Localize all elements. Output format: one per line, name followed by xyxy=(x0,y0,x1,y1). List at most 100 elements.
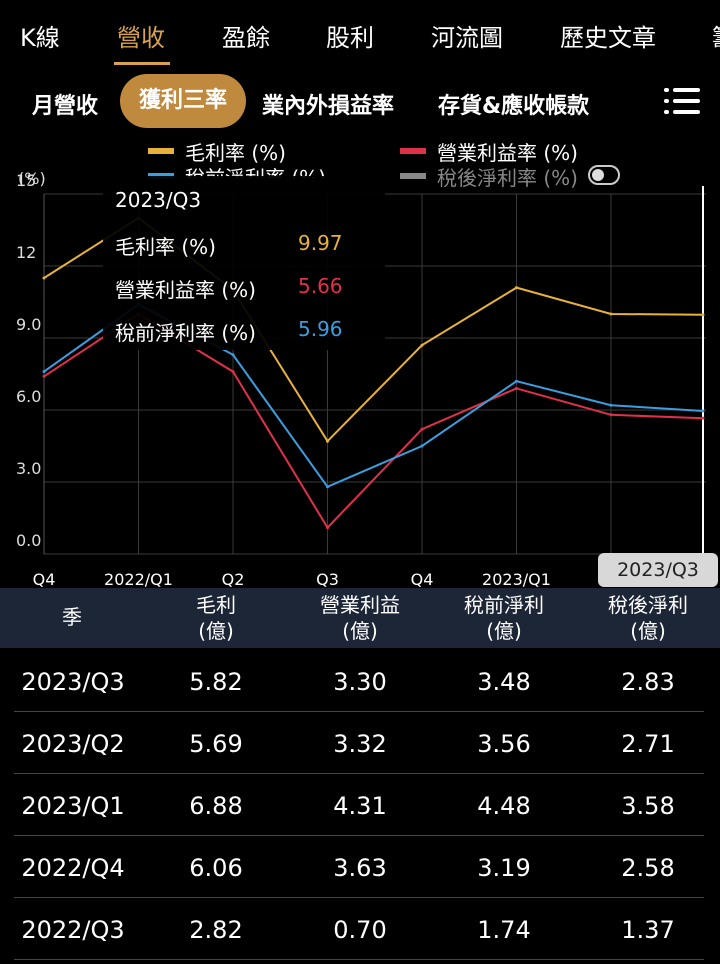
aftertax-toggle[interactable] xyxy=(588,165,620,185)
cell-quarter: 2022/Q4 xyxy=(21,854,125,882)
data-point xyxy=(231,370,235,374)
data-point xyxy=(701,409,705,413)
cell-pretax-income: 4.48 xyxy=(477,792,531,820)
header-net-income: 稅後淨利 (億) xyxy=(588,592,708,644)
tooltip-value-gross: 9.97 xyxy=(298,231,343,255)
y-tick-label: 6.0 xyxy=(16,387,41,406)
data-point xyxy=(701,313,705,317)
active-tab-indicator xyxy=(114,62,170,65)
data-point xyxy=(42,374,46,378)
cell-net-income: 3.58 xyxy=(621,792,675,820)
top-tab-bar: K線 營收 盈餘 股利 河流圖 歷史文章 籌 xyxy=(0,0,720,66)
header-net-income-unit: (億) xyxy=(630,619,666,643)
cell-quarter: 2023/Q2 xyxy=(21,730,125,758)
data-point xyxy=(515,386,518,390)
cell-net-income: 1.37 xyxy=(621,916,675,944)
legend-pretax-margin[interactable]: 稅前淨利率 (%) xyxy=(185,166,326,178)
table-header: 季 毛利 (億) 營業利益 (億) 稅前淨利 (億) 稅後淨利 (億) xyxy=(0,588,720,648)
tab-kline[interactable]: K線 xyxy=(20,24,60,52)
tooltip-label-pretax: 稅前淨利率 (%) xyxy=(115,321,256,345)
cell-quarter: 2022/Q3 xyxy=(21,916,125,944)
cell-operating-income: 0.70 xyxy=(333,916,387,944)
header-pretax-income: 稅前淨利 (億) xyxy=(444,592,564,644)
data-point xyxy=(420,444,424,448)
table-row[interactable]: 2023/Q3 5.82 3.30 3.48 2.83 xyxy=(14,650,704,712)
y-tick-label: 12 xyxy=(16,243,36,262)
cell-pretax-income: 1.74 xyxy=(477,916,531,944)
legend-operating-margin[interactable]: 營業利益率 (%) xyxy=(437,141,578,165)
sub-tab-bar: 月營收 獲利三率 業內外損益率 存貨&應收帳款 xyxy=(0,74,720,128)
header-net-income-label: 稅後淨利 xyxy=(608,593,688,617)
legend-swatch-operating xyxy=(400,148,426,154)
x-tick-label: Q4 xyxy=(411,570,434,589)
cell-pretax-income: 3.19 xyxy=(477,854,531,882)
tab-articles[interactable]: 歷史文章 xyxy=(560,24,656,52)
data-point xyxy=(326,485,329,489)
cell-pretax-income: 3.56 xyxy=(477,730,531,758)
data-point xyxy=(326,439,329,443)
data-point xyxy=(42,276,46,280)
y-tick-label: 0.0 xyxy=(16,531,41,550)
tooltip-label-gross: 毛利率 (%) xyxy=(115,235,216,259)
data-point xyxy=(420,427,424,431)
x-tick-label: 2023/Q1 xyxy=(482,570,551,589)
data-point xyxy=(609,403,613,407)
tab-earnings[interactable]: 盈餘 xyxy=(222,24,270,52)
cell-quarter: 2023/Q3 xyxy=(21,668,125,696)
table-row[interactable]: 2023/Q1 6.88 4.31 4.48 3.58 xyxy=(14,774,704,836)
cell-gross-profit: 5.69 xyxy=(189,730,243,758)
menu-icon[interactable] xyxy=(664,86,700,116)
current-quarter-badge: 2023/Q3 xyxy=(598,553,718,587)
data-point xyxy=(609,312,613,316)
data-point xyxy=(231,353,235,357)
x-tick-label: 2022/Q1 xyxy=(104,570,173,589)
cell-gross-profit: 6.88 xyxy=(189,792,243,820)
chart-tooltip: 2023/Q3 毛利率 (%) 9.97 營業利益率 (%) 5.66 稅前淨利… xyxy=(103,176,385,350)
header-quarter: 季 xyxy=(62,605,82,629)
table-row[interactable]: 2022/Q4 6.06 3.63 3.19 2.58 xyxy=(14,836,704,898)
x-tick-label: Q3 xyxy=(316,570,339,589)
header-gross-profit: 毛利 (億) xyxy=(166,592,266,644)
tooltip-label-operating: 營業利益率 (%) xyxy=(115,278,256,302)
cell-quarter: 2023/Q1 xyxy=(21,792,125,820)
tab-chips[interactable]: 籌 xyxy=(712,18,720,53)
cell-gross-profit: 6.06 xyxy=(189,854,243,882)
tab-river-chart[interactable]: 河流圖 xyxy=(431,24,503,52)
cell-net-income: 2.71 xyxy=(621,730,675,758)
header-operating-income-label: 營業利益 xyxy=(320,593,400,617)
cell-operating-income: 3.32 xyxy=(333,730,387,758)
cell-pretax-income: 3.48 xyxy=(477,668,531,696)
tab-revenue[interactable]: 營收 xyxy=(117,24,165,52)
subtab-profit-ratios[interactable]: 獲利三率 xyxy=(120,74,246,128)
legend-swatch-aftertax xyxy=(400,173,426,179)
cell-operating-income: 3.30 xyxy=(333,668,387,696)
cell-net-income: 2.83 xyxy=(621,668,675,696)
data-point xyxy=(326,526,329,530)
y-tick-label: 9.0 xyxy=(16,315,41,334)
tooltip-title: 2023/Q3 xyxy=(115,188,202,212)
y-tick-label: 3.0 xyxy=(16,459,41,478)
header-gross-profit-label: 毛利 xyxy=(196,593,236,617)
header-pretax-income-label: 稅前淨利 xyxy=(464,593,544,617)
data-point xyxy=(701,416,705,420)
subtab-nonop-ratio[interactable]: 業內外損益率 xyxy=(262,94,395,119)
data-point xyxy=(42,370,46,374)
cell-gross-profit: 5.82 xyxy=(189,668,243,696)
cell-operating-income: 3.63 xyxy=(333,854,387,882)
tab-dividend[interactable]: 股利 xyxy=(326,24,374,52)
table-row[interactable]: 2023/Q2 5.69 3.32 3.56 2.71 xyxy=(14,712,704,774)
tooltip-value-operating: 5.66 xyxy=(298,274,343,298)
legend-swatch-gross xyxy=(148,148,174,154)
cell-gross-profit: 2.82 xyxy=(189,916,243,944)
subtab-inventory-receivables[interactable]: 存貨&應收帳款 xyxy=(438,94,590,119)
legend-gross-margin[interactable]: 毛利率 (%) xyxy=(185,141,286,165)
data-point xyxy=(515,379,518,383)
subtab-monthly-revenue[interactable]: 月營收 xyxy=(32,94,99,119)
cell-operating-income: 4.31 xyxy=(333,792,387,820)
legend-aftertax-margin[interactable]: 稅後淨利率 (%) xyxy=(437,166,578,190)
header-operating-income: 營業利益 (億) xyxy=(300,592,420,644)
table-row[interactable]: 2022/Q3 2.82 0.70 1.74 1.37 xyxy=(14,898,704,960)
header-gross-profit-unit: (億) xyxy=(198,619,234,643)
x-tick-label: Q2 xyxy=(222,570,245,589)
header-operating-income-unit: (億) xyxy=(342,619,378,643)
